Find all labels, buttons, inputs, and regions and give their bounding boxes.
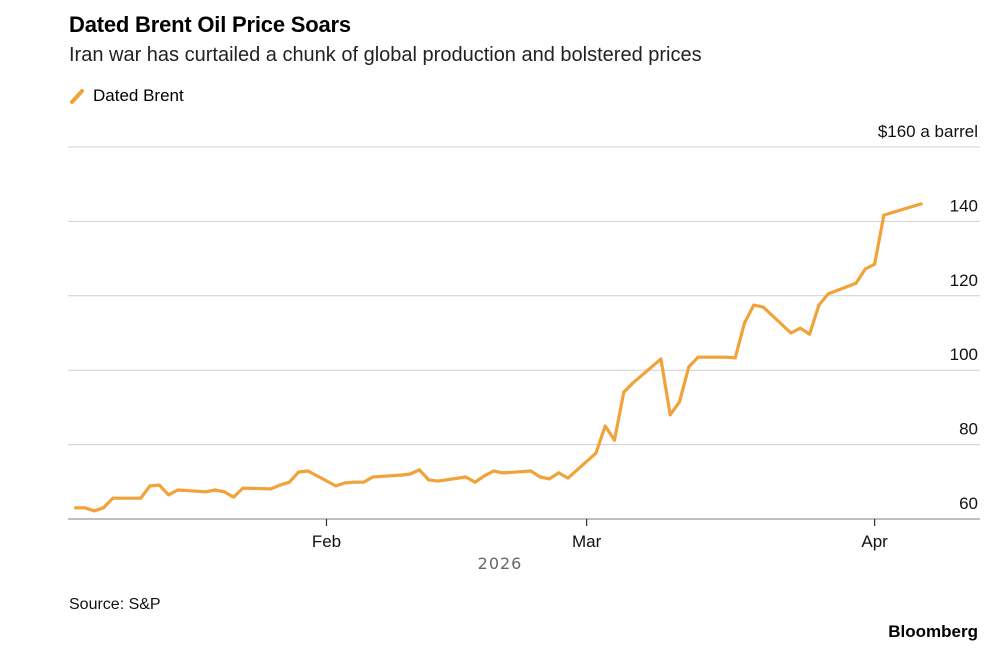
data-point (529, 469, 533, 473)
data-point (807, 332, 812, 336)
data-point (306, 469, 310, 473)
data-point (687, 365, 691, 369)
data-point (538, 475, 542, 479)
data-point (724, 355, 728, 359)
data-point (101, 506, 106, 510)
data-point (74, 506, 78, 510)
data-point (882, 213, 886, 217)
y-tick-label-100: 100 (950, 345, 978, 364)
data-point (668, 413, 672, 417)
data-point (427, 478, 431, 482)
data-point (287, 480, 291, 484)
data-point (157, 483, 161, 487)
data-point (111, 496, 115, 500)
chart-subtitle: Iran war has curtailed a chunk of global… (69, 44, 702, 66)
data-point (501, 471, 505, 475)
x-year-label: 2026 (478, 554, 523, 573)
y-tick-label-60: 60 (959, 494, 978, 513)
data-point (436, 479, 440, 483)
data-point (231, 495, 236, 499)
data-point (473, 480, 477, 484)
data-point (408, 472, 412, 476)
legend-line-icon (70, 89, 84, 104)
data-point (817, 303, 821, 307)
chart-title: Dated Brent Oil Price Soars (69, 12, 351, 37)
data-point (241, 486, 245, 490)
data-point (566, 476, 570, 480)
y-tick-label-160: $160 a barrel (878, 122, 978, 141)
data-point (612, 438, 617, 442)
data-point (547, 477, 552, 481)
data-point (742, 321, 747, 325)
data-point (204, 490, 208, 494)
data-point (213, 488, 217, 492)
y-tick-label-80: 80 (959, 420, 978, 439)
x-tick-label-Apr: Apr (861, 532, 888, 551)
data-point (696, 355, 700, 359)
data-point (594, 451, 598, 455)
data-point (166, 493, 171, 497)
source-note: Source: S&P (69, 596, 161, 613)
data-point (278, 483, 282, 487)
data-point (417, 468, 421, 472)
data-point (873, 262, 877, 266)
data-point (798, 326, 802, 330)
data-point (371, 475, 375, 479)
data-point (631, 381, 635, 385)
data-point (148, 484, 152, 488)
data-point (733, 356, 737, 360)
data-point (334, 484, 338, 488)
data-point (139, 496, 143, 500)
data-point (269, 487, 273, 491)
data-point (752, 303, 756, 307)
data-point (854, 281, 858, 285)
data-point (482, 474, 487, 478)
legend: Dated Brent (69, 86, 184, 106)
data-point (603, 424, 607, 428)
data-point (659, 357, 663, 361)
data-point (352, 480, 356, 484)
data-point (492, 469, 496, 473)
x-tick-label-Feb: Feb (312, 532, 341, 551)
x-tick-label-Mar: Mar (572, 532, 602, 551)
data-point (297, 470, 301, 474)
data-point (919, 202, 923, 206)
y-tick-label-140: 140 (950, 196, 978, 215)
data-point (343, 481, 347, 485)
data-point (362, 480, 366, 484)
y-tick-label-120: 120 (950, 271, 978, 290)
data-point (789, 331, 793, 335)
data-point (677, 400, 682, 404)
data-point (83, 506, 87, 510)
data-point (622, 390, 626, 394)
bloomberg-logo: Bloomberg (888, 622, 978, 641)
series-line-dated-brent (74, 202, 923, 513)
data-point (399, 473, 403, 477)
data-point (92, 509, 96, 513)
data-point (761, 305, 765, 309)
data-point (176, 488, 180, 492)
data-point (557, 471, 561, 475)
data-point (863, 267, 867, 271)
data-point (222, 490, 226, 494)
data-point (826, 292, 830, 296)
legend-label: Dated Brent (93, 86, 184, 105)
data-point (464, 475, 468, 479)
